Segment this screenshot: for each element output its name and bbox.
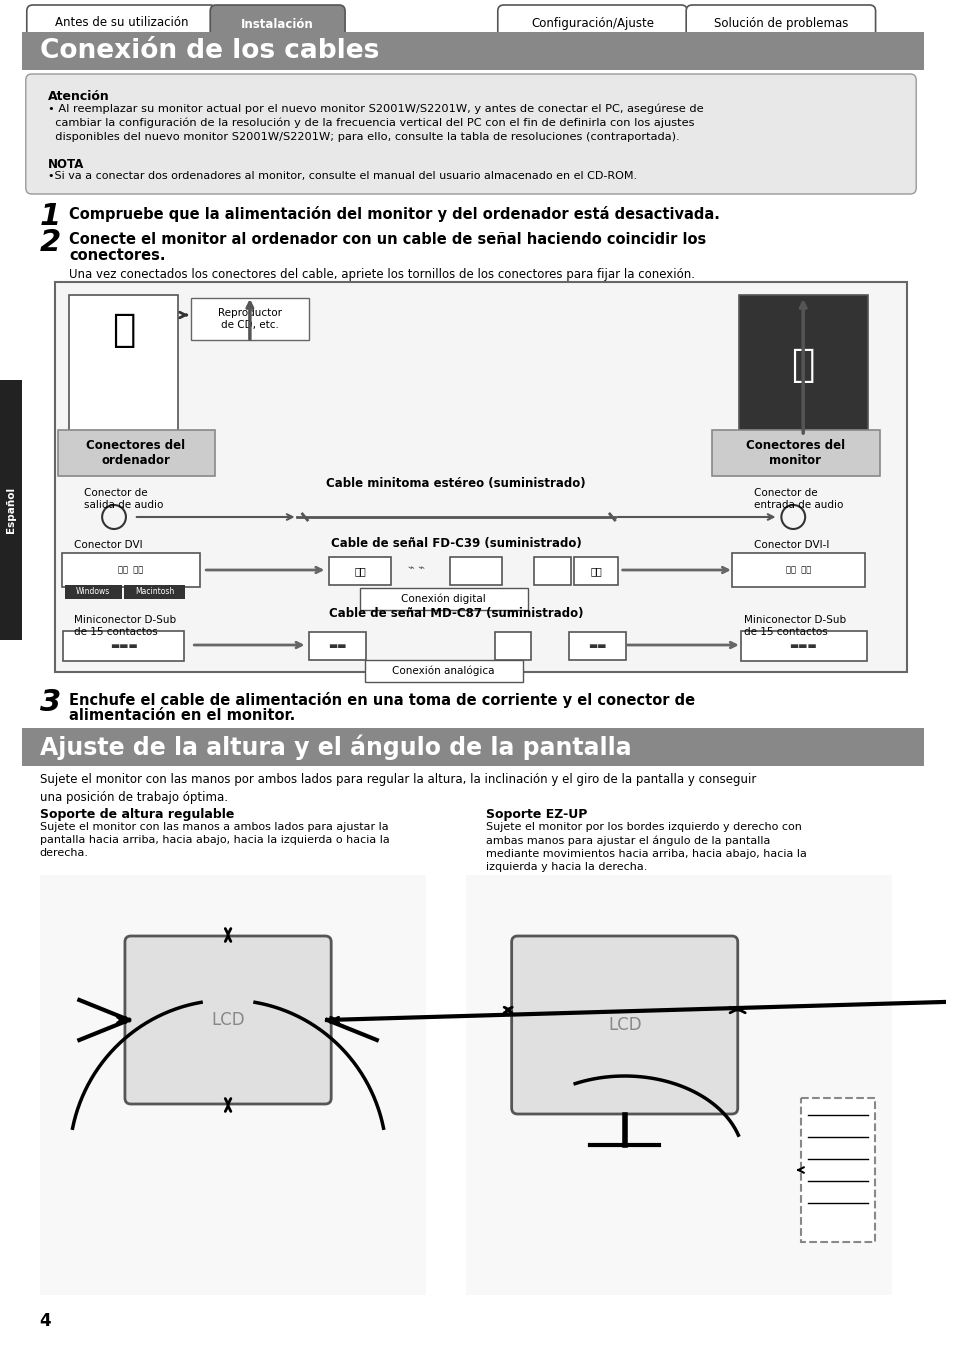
Text: Sujete el monitor por los bordes izquierdo y derecho con
ambas manos para ajusta: Sujete el monitor por los bordes izquier… (485, 822, 806, 872)
Text: Enchufe el cable de alimentación en una toma de corriente y el conector de: Enchufe el cable de alimentación en una … (70, 693, 695, 707)
Text: Soporte EZ-UP: Soporte EZ-UP (485, 809, 587, 821)
Text: Sujete el monitor con las manos a ambos lados para ajustar la
pantalla hacia arr: Sujete el monitor con las manos a ambos … (40, 822, 389, 859)
Text: Miniconector D-Sub
de 15 contactos: Miniconector D-Sub de 15 contactos (74, 616, 176, 637)
FancyBboxPatch shape (466, 875, 891, 1295)
FancyBboxPatch shape (66, 585, 122, 599)
FancyBboxPatch shape (711, 431, 879, 477)
FancyBboxPatch shape (359, 589, 527, 610)
Text: ⬛⬛  ⬛⬛: ⬛⬛ ⬛⬛ (784, 566, 810, 575)
Text: NOTA: NOTA (48, 158, 84, 171)
Text: Español: Español (6, 487, 16, 533)
FancyBboxPatch shape (685, 5, 875, 39)
Text: Cable minitoma estéreo (suministrado): Cable minitoma estéreo (suministrado) (326, 477, 585, 490)
Text: Windows: Windows (76, 587, 111, 597)
Text: 2: 2 (40, 228, 61, 256)
Text: Ajuste de la altura y el ángulo de la pantalla: Ajuste de la altura y el ángulo de la pa… (40, 734, 631, 760)
FancyBboxPatch shape (364, 660, 522, 682)
Text: ▬▬▬: ▬▬▬ (788, 641, 816, 651)
Text: Conector de
entrada de audio: Conector de entrada de audio (753, 487, 842, 509)
FancyBboxPatch shape (64, 630, 184, 662)
Text: 🖥: 🖥 (791, 346, 814, 383)
FancyBboxPatch shape (329, 558, 391, 585)
FancyBboxPatch shape (27, 5, 216, 39)
Text: 4: 4 (40, 1312, 51, 1330)
FancyBboxPatch shape (125, 936, 331, 1104)
FancyBboxPatch shape (70, 296, 178, 435)
Text: ⬛⬛: ⬛⬛ (354, 566, 365, 576)
Text: • Al reemplazar su monitor actual por el nuevo monitor S2001W/S2201W, y antes de: • Al reemplazar su monitor actual por el… (48, 103, 702, 142)
FancyBboxPatch shape (124, 585, 185, 599)
Text: Soporte de altura regulable: Soporte de altura regulable (40, 809, 233, 821)
Text: alimentación en el monitor.: alimentación en el monitor. (70, 707, 295, 724)
Text: Sujete el monitor con las manos por ambos lados para regular la altura, la incli: Sujete el monitor con las manos por ambo… (40, 774, 755, 805)
Text: Una vez conectados los conectores del cable, apriete los tornillos de los conect: Una vez conectados los conectores del ca… (70, 269, 695, 281)
Text: ⬛⬛: ⬛⬛ (590, 566, 601, 576)
Text: ⬛⬛  ⬛⬛: ⬛⬛ ⬛⬛ (118, 566, 143, 575)
FancyBboxPatch shape (192, 298, 309, 340)
Text: Compruebe que la alimentación del monitor y del ordenador está desactivada.: Compruebe que la alimentación del monito… (70, 207, 720, 221)
FancyBboxPatch shape (534, 558, 571, 585)
Bar (22, 32, 923, 70)
Text: Reproductor
de CD, etc.: Reproductor de CD, etc. (217, 308, 281, 329)
Text: Macintosh: Macintosh (135, 587, 174, 597)
Text: Conexión digital: Conexión digital (400, 594, 485, 605)
Text: Cable de señal MD-C87 (suministrado): Cable de señal MD-C87 (suministrado) (329, 606, 583, 620)
Text: Conectores del
ordenador: Conectores del ordenador (86, 439, 185, 467)
FancyBboxPatch shape (210, 5, 345, 43)
Text: Instalación: Instalación (241, 19, 314, 31)
Text: Conexión analógica: Conexión analógica (392, 666, 494, 676)
FancyBboxPatch shape (801, 1098, 874, 1242)
FancyBboxPatch shape (497, 5, 686, 39)
Text: Conectores del
monitor: Conectores del monitor (745, 439, 844, 467)
Text: Conector DVI: Conector DVI (74, 540, 143, 549)
FancyBboxPatch shape (40, 875, 426, 1295)
Text: Conector de
salida de audio: Conector de salida de audio (84, 487, 164, 509)
FancyBboxPatch shape (738, 296, 866, 435)
FancyBboxPatch shape (495, 632, 531, 660)
Text: ▬▬▬: ▬▬▬ (110, 641, 137, 651)
Text: 1: 1 (40, 202, 61, 231)
Text: ▬▬: ▬▬ (328, 641, 346, 651)
Text: conectores.: conectores. (70, 248, 166, 263)
Text: •Si va a conectar dos ordenadores al monitor, consulte el manual del usuario alm: •Si va a conectar dos ordenadores al mon… (48, 171, 636, 181)
Text: LCD: LCD (607, 1017, 640, 1034)
FancyBboxPatch shape (62, 554, 200, 587)
Text: Antes de su utilización: Antes de su utilización (54, 16, 188, 30)
Text: Solución de problemas: Solución de problemas (713, 16, 847, 30)
Text: Conecte el monitor al ordenador con un cable de señal haciendo coincidir los: Conecte el monitor al ordenador con un c… (70, 232, 706, 247)
FancyBboxPatch shape (569, 632, 625, 660)
Text: Cable de señal FD-C39 (suministrado): Cable de señal FD-C39 (suministrado) (331, 536, 581, 549)
Text: Miniconector D-Sub
de 15 contactos: Miniconector D-Sub de 15 contactos (743, 616, 845, 637)
FancyBboxPatch shape (0, 379, 22, 640)
FancyBboxPatch shape (740, 630, 865, 662)
FancyBboxPatch shape (574, 558, 618, 585)
FancyBboxPatch shape (26, 74, 915, 194)
FancyBboxPatch shape (309, 632, 366, 660)
Text: ▬▬: ▬▬ (587, 641, 605, 651)
Text: LCD: LCD (211, 1011, 245, 1029)
Text: Configuración/Ajuste: Configuración/Ajuste (531, 16, 654, 30)
FancyBboxPatch shape (511, 936, 737, 1114)
Text: 3: 3 (40, 688, 61, 717)
Text: ⌁ ⌁: ⌁ ⌁ (408, 563, 424, 572)
Text: 🖥: 🖥 (112, 310, 135, 350)
FancyBboxPatch shape (54, 282, 906, 672)
FancyBboxPatch shape (450, 558, 501, 585)
FancyBboxPatch shape (731, 554, 863, 587)
Text: Conector DVI-I: Conector DVI-I (753, 540, 828, 549)
FancyBboxPatch shape (57, 431, 215, 477)
Text: Conexión de los cables: Conexión de los cables (40, 38, 378, 63)
Text: Atención: Atención (48, 90, 110, 103)
Bar (22, 728, 923, 765)
